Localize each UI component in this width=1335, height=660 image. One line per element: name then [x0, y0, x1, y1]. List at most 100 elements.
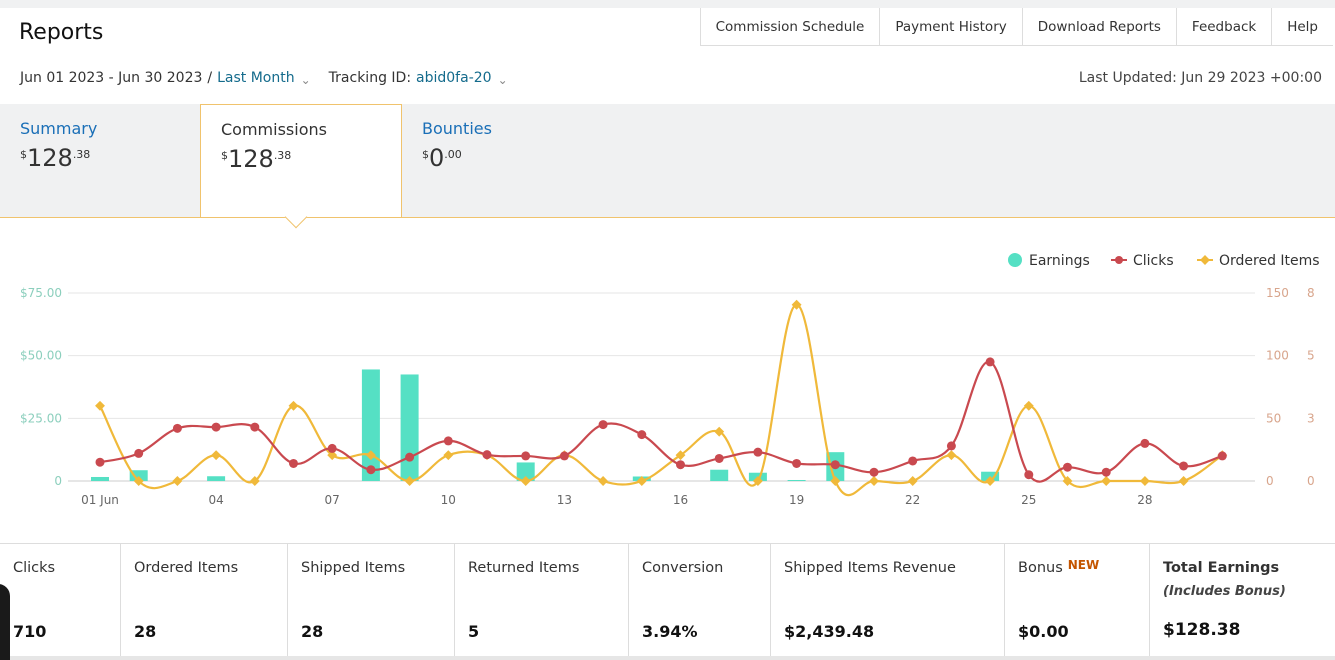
currency-symbol: $	[221, 149, 228, 162]
amount-cents: .00	[444, 148, 462, 161]
ordered-items-point	[830, 476, 841, 486]
legend-label: Earnings	[1029, 253, 1090, 269]
ordered-items-point	[1023, 400, 1034, 411]
stat-value: 710	[13, 622, 47, 641]
clicks-point	[1140, 438, 1150, 448]
clicks-point	[211, 422, 221, 432]
x-tick-label: 28	[1137, 493, 1152, 507]
ordered-items-point	[172, 476, 183, 486]
amount-cents: .38	[273, 149, 292, 162]
y-items-tick-label: 0	[1307, 474, 1315, 488]
y-left-tick-label: $75.00	[20, 286, 62, 300]
tab-summary[interactable]: Summary $ 128 .38	[0, 104, 200, 224]
ordered-items-point	[675, 450, 686, 461]
x-tick-label: 13	[557, 493, 572, 507]
ordered-items-point	[443, 450, 454, 461]
stat-label: Clicks	[13, 560, 56, 576]
nav-download-reports[interactable]: Download Reports	[1021, 8, 1176, 46]
y-left-tick-label: $25.00	[20, 411, 62, 425]
clicks-point	[1024, 470, 1034, 480]
y-left-tick-label: 0	[54, 474, 62, 488]
clicks-point	[250, 422, 260, 432]
date-preset-dropdown[interactable]: Last Month	[217, 70, 295, 86]
stat-value: $0.00	[1018, 622, 1069, 641]
y-items-tick-label: 3	[1307, 411, 1315, 425]
stat-label: Bonus NEW	[1018, 558, 1100, 576]
y-clicks-tick-label: 100	[1266, 349, 1289, 363]
y-clicks-tick-label: 0	[1266, 474, 1274, 488]
earnings-bar	[787, 479, 806, 481]
x-tick-label: 10	[441, 493, 456, 507]
tab-commissions-value: $ 128 .38	[221, 145, 401, 173]
earnings-bar	[361, 369, 380, 481]
clicks-point	[134, 448, 144, 458]
stat-conversion: Conversion 3.94%	[629, 544, 771, 657]
ordered-items-point	[1139, 476, 1150, 486]
y-items-tick-label: 8	[1307, 286, 1315, 300]
tab-commissions-label: Commissions	[221, 120, 327, 139]
ordered-items-point	[1101, 476, 1112, 486]
last-updated: Last Updated: Jun 29 2023 +00:00	[1078, 70, 1322, 86]
stat-label: Shipped Items	[301, 560, 406, 576]
clicks-point	[908, 456, 918, 466]
earnings-bar	[129, 470, 148, 481]
new-badge: NEW	[1067, 558, 1100, 572]
earnings-bar	[207, 476, 226, 481]
amount-whole: 0	[429, 144, 445, 172]
clicks-point	[443, 436, 453, 446]
clicks-point	[869, 467, 879, 477]
clicks-point	[714, 453, 724, 463]
nav-help[interactable]: Help	[1271, 8, 1333, 46]
tab-bounties-value: $ 0 .00	[422, 144, 602, 172]
ordered-items-point	[1062, 476, 1073, 486]
stat-label: Ordered Items	[134, 560, 239, 576]
y-left-tick-label: $50.00	[20, 349, 62, 363]
y-clicks-tick-label: 50	[1266, 411, 1281, 425]
edge-overlay	[0, 584, 10, 660]
stat-sublabel: (Includes Bonus)	[1163, 584, 1286, 599]
ordered-items-point	[404, 476, 415, 486]
clicks-point	[482, 450, 492, 460]
stats-row: Clicks 710 Ordered Items 28 Shipped Item…	[0, 543, 1335, 657]
tab-bounties[interactable]: Bounties $ 0 .00	[402, 104, 602, 224]
stat-total-earnings: Total Earnings (Includes Bonus) $128.38	[1150, 544, 1335, 657]
legend-ordered-marker	[1200, 255, 1210, 265]
stat-shipped-revenue: Shipped Items Revenue $2,439.48	[771, 544, 1005, 657]
tracking-id-dropdown[interactable]: abid0fa-20	[416, 70, 492, 86]
summary-tabs: Summary $ 128 .38 Commissions $ 128 .38 …	[0, 104, 1335, 224]
nav-payment-history[interactable]: Payment History	[879, 8, 1021, 46]
date-separator: /	[207, 70, 213, 86]
bottom-strip	[0, 656, 1335, 660]
nav-commission-schedule[interactable]: Commission Schedule	[699, 8, 880, 46]
amount-whole: 128	[27, 144, 73, 172]
clicks-point	[792, 458, 802, 468]
x-tick-label: 19	[789, 493, 804, 507]
clicks-point	[830, 460, 840, 470]
stat-bonus: Bonus NEW $0.00	[1005, 544, 1150, 657]
ordered-items-point	[288, 400, 299, 411]
ordered-items-point	[714, 426, 725, 437]
ordered-items-point	[1178, 476, 1189, 486]
x-tick-label: 25	[1021, 493, 1036, 507]
tab-summary-value: $ 128 .38	[20, 144, 200, 172]
clicks-point	[559, 451, 569, 461]
nav-feedback[interactable]: Feedback	[1175, 8, 1271, 46]
clicks-point	[676, 460, 685, 470]
chevron-down-icon[interactable]: ⌄	[300, 73, 311, 87]
legend-clicks-marker	[1115, 256, 1123, 264]
amount-whole: 128	[228, 145, 274, 173]
earnings-bar	[91, 476, 109, 481]
ordered-items-point	[752, 476, 763, 486]
clicks-point	[598, 420, 608, 430]
currency-symbol: $	[422, 148, 429, 161]
stat-label: Shipped Items Revenue	[784, 560, 956, 576]
ordered-items-point	[985, 476, 996, 486]
tab-commissions[interactable]: Commissions $ 128 .38	[200, 104, 402, 224]
ordered-items-point	[791, 299, 802, 310]
chevron-down-icon[interactable]: ⌄	[497, 73, 508, 87]
stat-value: 28	[134, 622, 157, 641]
earnings-chart: $75.00 $50.00 $25.00 0 150 100 50 0 8 5 3 0 01 Jun 04…	[20, 253, 1320, 507]
legend-earnings-marker	[1008, 253, 1022, 267]
ordered-items-point	[520, 476, 531, 486]
report-header: Reports Commission Schedule Payment Hist…	[0, 8, 1335, 104]
